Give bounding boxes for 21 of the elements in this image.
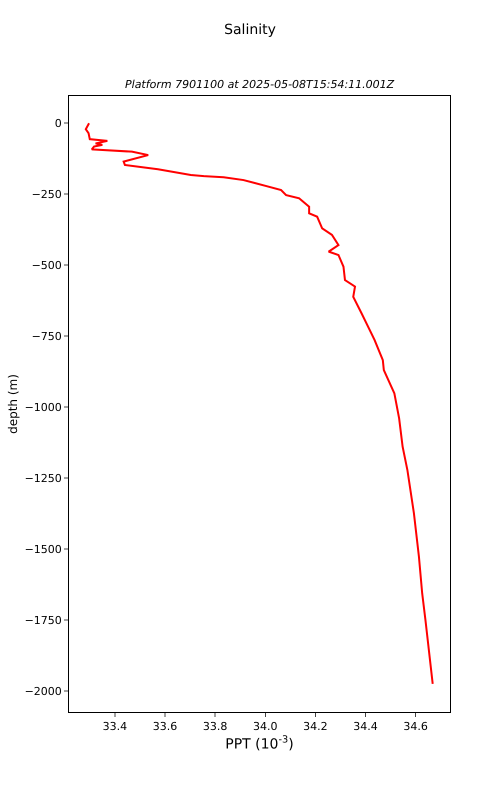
x-tick-label: 34.6 <box>403 720 428 734</box>
y-tick-label: −1500 <box>24 542 62 556</box>
chart-title: Salinity <box>224 22 276 38</box>
chart-subtitle: Platform 7901100 at 2025-05-08T15:54:11.001Z <box>125 78 395 91</box>
y-tick-label: −2000 <box>24 684 62 698</box>
y-tick-label: −1000 <box>24 400 62 414</box>
x-tick-label: 33.4 <box>102 720 128 734</box>
y-tick-label: −250 <box>32 188 62 201</box>
x-tick-label: 34.4 <box>353 720 378 734</box>
x-tick-label: 33.6 <box>152 720 178 734</box>
y-tick-label: 0 <box>54 116 62 130</box>
x-tick-label: 33.8 <box>202 720 228 734</box>
x-tick-label: 34.2 <box>303 720 328 734</box>
y-tick-label: −1750 <box>24 614 62 627</box>
y-tick-label: −1250 <box>24 472 62 485</box>
line-series <box>84 122 434 685</box>
y-tick-label: −500 <box>32 258 62 272</box>
x-axis-title: PPT (10$^{-3}$) <box>225 734 294 752</box>
x-tick-label: 34.0 <box>253 720 278 734</box>
y-axis-title: depth (m) <box>6 374 20 434</box>
y-tick-label: −750 <box>32 330 62 343</box>
